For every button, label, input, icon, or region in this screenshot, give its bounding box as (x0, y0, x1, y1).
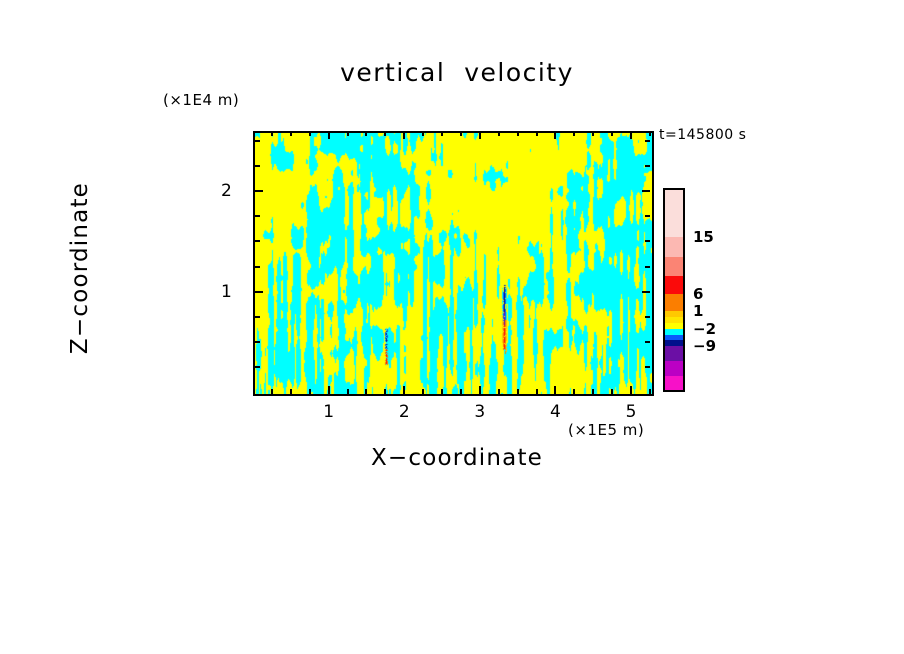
y-tick-right (645, 316, 650, 318)
colorbar-band (665, 361, 683, 377)
x-tick (554, 386, 556, 394)
x-tick-label: 3 (474, 402, 486, 422)
colorbar-tick-label: −9 (693, 337, 717, 356)
x-tick-top (422, 131, 424, 136)
x-tick (498, 389, 500, 394)
y-tick (255, 140, 260, 142)
colorbar-band (665, 334, 683, 341)
x-tick (441, 389, 443, 394)
x-tick-label: 5 (625, 402, 637, 422)
colorbar-band (665, 329, 683, 336)
colorbar-band (665, 311, 683, 318)
x-tick-top (630, 131, 632, 139)
x-tick-label: 4 (550, 402, 561, 422)
y-tick (255, 215, 260, 217)
x-axis-units-label: (×1E5 m) (568, 421, 645, 439)
y-tick (255, 341, 260, 343)
y-tick-right (645, 341, 650, 343)
contour-plot-area (253, 131, 654, 396)
x-tick (649, 389, 651, 394)
y-tick-right (645, 165, 650, 167)
x-tick (592, 389, 594, 394)
y-tick-right (645, 215, 650, 217)
y-tick (255, 190, 263, 192)
x-tick (611, 389, 613, 394)
x-tick (536, 389, 538, 394)
colorbar-band (665, 190, 683, 238)
x-tick (517, 389, 519, 394)
y-tick (255, 366, 260, 368)
y-tick (255, 266, 260, 268)
x-tick-top (536, 131, 538, 136)
y-axis-units-label: (×1E4 m) (163, 91, 240, 109)
time-annotation: t=145800 s (659, 127, 747, 143)
x-tick (422, 389, 424, 394)
y-tick (255, 165, 260, 167)
x-tick-top (573, 131, 575, 136)
x-tick-top (554, 131, 556, 139)
x-tick-top (611, 131, 613, 136)
x-tick-top (347, 131, 349, 136)
x-tick-top (290, 131, 292, 136)
x-tick (479, 386, 481, 394)
colorbar-band (665, 257, 683, 277)
x-tick-top (365, 131, 367, 136)
colorbar-band (665, 237, 683, 258)
x-tick (460, 389, 462, 394)
x-tick-top (328, 131, 330, 139)
x-tick-top (517, 131, 519, 136)
y-tick (255, 291, 263, 293)
x-tick-top (441, 131, 443, 136)
x-tick (309, 389, 311, 394)
x-tick-top (479, 131, 481, 139)
x-tick (328, 386, 330, 394)
colorbar-band (665, 340, 683, 347)
y-tick-right (645, 366, 650, 368)
x-tick (347, 389, 349, 394)
y-tick (255, 240, 260, 242)
colorbar-band (665, 276, 683, 295)
x-tick-top (384, 131, 386, 136)
x-tick-top (403, 131, 405, 139)
y-tick-right (645, 240, 650, 242)
y-tick-right (645, 140, 650, 142)
colorbar-band (665, 317, 683, 324)
x-tick (365, 389, 367, 394)
y-tick-label: 2 (221, 181, 232, 202)
x-tick-top (460, 131, 462, 136)
colorbar-tick-label: 6 (693, 284, 704, 303)
colorbar-band (665, 375, 683, 390)
colorbar-band (665, 346, 683, 362)
colorbar-tick-label: 1 (693, 302, 704, 321)
x-tick (384, 389, 386, 394)
y-tick (255, 316, 260, 318)
x-tick (573, 389, 575, 394)
vertical-velocity-field (255, 133, 652, 394)
x-axis-title: X−coordinate (370, 445, 544, 471)
x-tick-label: 2 (398, 402, 410, 422)
x-tick-top (271, 131, 273, 136)
x-tick (630, 386, 632, 394)
x-tick (403, 386, 405, 394)
y-axis-title: Z−coordinate (67, 181, 93, 355)
x-tick-top (309, 131, 311, 136)
y-tick-right (642, 190, 650, 192)
colorbar-band (665, 323, 683, 330)
x-tick (271, 389, 273, 394)
colorbar (663, 188, 685, 392)
y-tick-right (642, 291, 650, 293)
x-tick-top (649, 131, 651, 136)
page-title: vertical velocity (340, 58, 574, 87)
x-tick-top (498, 131, 500, 136)
colorbar-tick-label: 15 (693, 228, 714, 246)
x-tick (290, 389, 292, 394)
x-tick-top (592, 131, 594, 136)
y-tick-right (645, 266, 650, 268)
colorbar-tick-label: −2 (693, 320, 717, 339)
y-tick-label: 1 (221, 281, 232, 302)
colorbar-band (665, 293, 683, 312)
x-tick-label: 1 (323, 402, 335, 422)
